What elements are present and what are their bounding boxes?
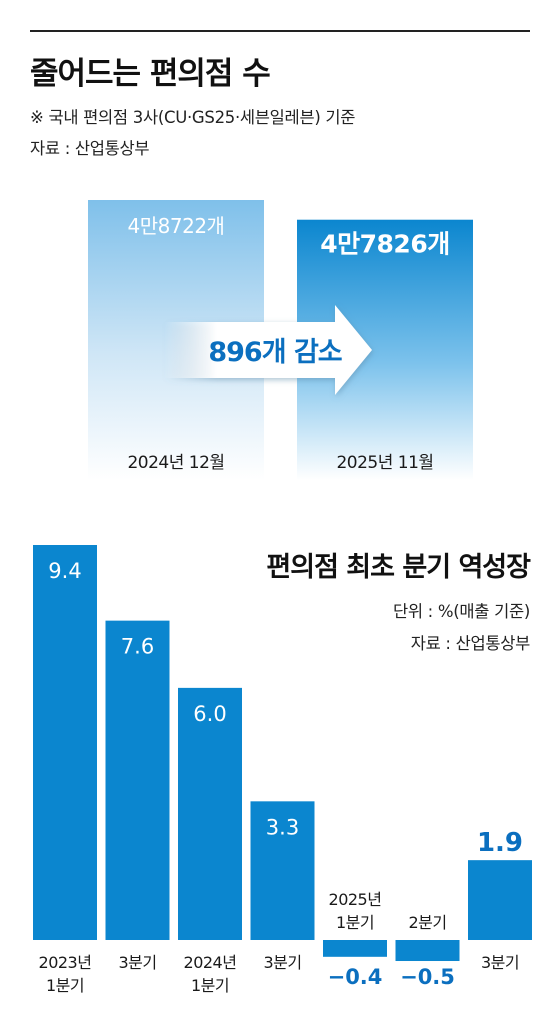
growth-category-label-3: 2024년 <box>184 953 237 972</box>
growth-value-label-5: −0.4 <box>328 965 383 989</box>
growth-value-label-1: 9.4 <box>48 559 81 583</box>
growth-category-sublabel-3: 1분기 <box>191 976 229 995</box>
growth-value-label-7: 1.9 <box>477 828 523 858</box>
growth-value-label-6: −0.5 <box>400 965 455 989</box>
growth-category-label-5: 2025년 <box>329 890 382 909</box>
growth-bar-2 <box>105 620 170 940</box>
decrease-arrow-shape <box>165 305 372 395</box>
unit-note: 단위 : %(매출 기준) <box>392 602 530 621</box>
source-note: 자료 : 산업통상부 <box>30 139 150 158</box>
growth-chart-title: 편의점 최초 분기 역성장 <box>266 552 531 583</box>
bar-value-label-1: 4만8722개 <box>128 214 225 238</box>
bar-category-label-2: 2025년 11월 <box>336 453 433 473</box>
growth-category-sublabel-5: 1분기 <box>336 913 374 932</box>
decrease-annotation: 896개 감소 <box>208 337 341 368</box>
growth-value-label-2: 7.6 <box>121 635 154 659</box>
growth-source-note: 자료 : 산업통상부 <box>410 634 531 653</box>
growth-category-label-7: 3분기 <box>481 953 519 972</box>
page-title: 줄어드는 편의점 수 <box>30 56 271 92</box>
growth-bar-7 <box>468 860 532 940</box>
store-count-chart: 4만8722개 2024년 12월 4만7826개 2025년 11월 896개 감소 <box>88 200 473 480</box>
growth-category-label-2: 3분기 <box>118 953 156 972</box>
growth-category-label-1: 2023년 <box>39 953 92 972</box>
bar-category-label-1: 2024년 12월 <box>127 453 224 473</box>
growth-bar-4 <box>250 801 315 940</box>
growth-bar-1 <box>33 545 97 940</box>
basis-note: ※ 국내 편의점 3사(CU·GS25·세븐일레븐) 기준 <box>30 108 356 127</box>
growth-bar-5 <box>323 940 387 957</box>
growth-bar-6 <box>395 940 460 962</box>
decrease-arrow <box>165 305 372 395</box>
growth-bar-3 <box>178 687 242 940</box>
growth-value-label-4: 3.3 <box>266 815 299 839</box>
growth-value-label-3: 6.0 <box>193 702 226 726</box>
growth-category-label-6: 2분기 <box>408 913 446 932</box>
bar-value-label-2: 4만7826개 <box>320 230 449 259</box>
growth-category-label-4: 3분기 <box>263 953 301 972</box>
top-rule <box>30 30 530 32</box>
growth-category-sublabel-1: 1분기 <box>46 976 84 995</box>
